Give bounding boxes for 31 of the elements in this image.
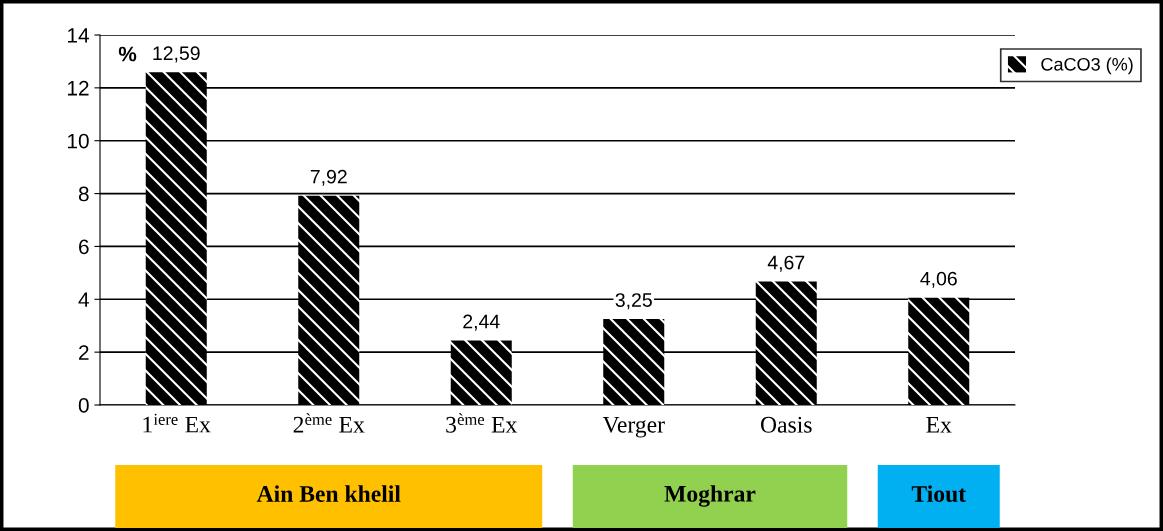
data-label: 7,92 (310, 169, 347, 186)
x-tick-label: Oasis (760, 416, 812, 433)
y-tick-label: 12 (68, 80, 89, 96)
bar (450, 340, 512, 405)
data-label: 12,59 (153, 46, 200, 63)
x-tick-label: Ex (926, 417, 952, 433)
x-tick-label: 3$^{ème}$ Ex (446, 413, 518, 433)
y-tick-label: 10 (68, 133, 89, 149)
x-tick-label: 2$^{ème}$ Ex (293, 413, 365, 433)
y-tick-label: 14 (68, 28, 89, 43)
x-tick-label: Verger (602, 416, 665, 438)
x-tick-label: 1$^{iere}$ Ex (143, 413, 211, 433)
y-tick-label: 4 (78, 292, 89, 307)
y-tick-label: 6 (79, 239, 89, 255)
bar (298, 195, 360, 405)
data-label: 4,67 (767, 255, 805, 272)
bar (145, 72, 207, 405)
text: Ain Ben khelil (256, 485, 401, 502)
y-axis-title: % (118, 46, 137, 62)
y-tick-label: 2 (79, 345, 89, 360)
bar (908, 297, 970, 405)
bar (755, 281, 817, 405)
text: Moghrar (664, 485, 756, 507)
data-label: 3,25 (615, 293, 652, 310)
y-tick-label: 8 (78, 186, 89, 202)
legend-label: CaCO3 (%) (1041, 57, 1133, 75)
y-tick-label: 0 (78, 398, 89, 413)
bar (603, 319, 665, 405)
text: Tiout (911, 485, 966, 502)
data-label: 2,44 (463, 314, 500, 331)
data-label: 4,06 (920, 271, 957, 288)
